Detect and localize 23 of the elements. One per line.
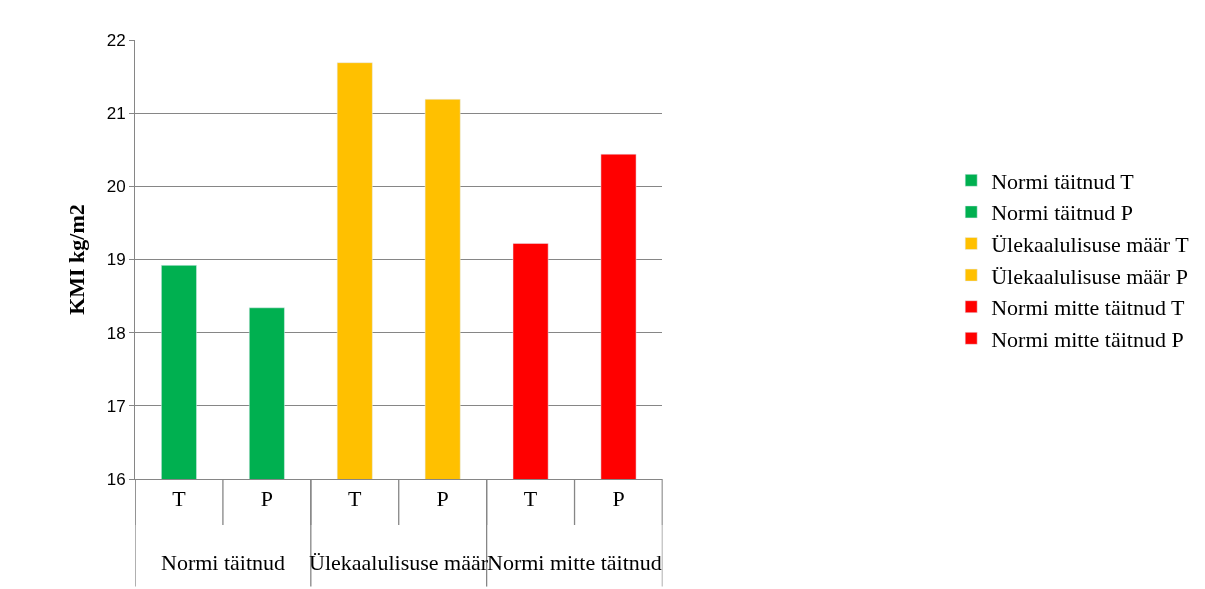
text: Normi täitnud — [161, 550, 286, 575]
y-tick-label: 19 — [106, 250, 126, 270]
text: Normi mitte täitnud — [487, 550, 662, 575]
y-axis-title: KMI kg/m2 — [64, 204, 90, 315]
legend-label: Normi täitnud T — [991, 168, 1135, 194]
x-tick-label: P — [260, 486, 273, 512]
text: Ülekaalulisuse määr — [309, 550, 489, 575]
y-tick-label: 17 — [106, 396, 126, 416]
x-tick-label: P — [436, 486, 449, 512]
y-tick-label: 21 — [106, 104, 126, 124]
x-tick-label: T — [348, 486, 363, 512]
legend-label: Normi täitnud P — [991, 200, 1133, 226]
legend-label: Ülekaalulisuse määr T — [991, 232, 1190, 258]
y-tick-label: 16 — [106, 469, 126, 489]
y-tick-label: 18 — [106, 323, 126, 343]
legend-label: Ülekaalulisuse määr P — [991, 263, 1188, 289]
y-tick-label: 20 — [106, 177, 126, 197]
x-tick-label: T — [172, 486, 187, 512]
legend-label: Normi mitte täitnud P — [991, 326, 1184, 352]
legend-label: Normi mitte täitnud T — [991, 295, 1186, 321]
x-tick-label: P — [612, 486, 625, 512]
x-tick-label: T — [523, 486, 538, 512]
y-tick-label: 22 — [106, 30, 126, 50]
